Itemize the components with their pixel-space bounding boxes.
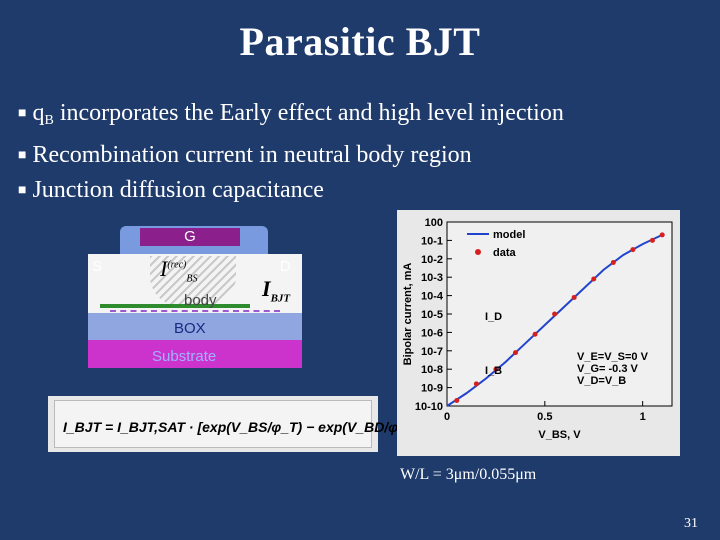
y-tick-label: 10-5 bbox=[421, 309, 443, 321]
chart-annotation: I_D bbox=[485, 311, 502, 323]
plot-area bbox=[446, 221, 673, 407]
data-point bbox=[571, 294, 577, 300]
y-tick-label: 10-2 bbox=[421, 254, 443, 266]
bullet-square-icon: ■ bbox=[18, 148, 27, 163]
y-tick-label: 10-8 bbox=[421, 364, 443, 376]
legend-data-marker bbox=[475, 249, 481, 255]
bullet-item: ■ Junction diffusion capacitance bbox=[18, 177, 324, 203]
bullet-item: ■ qB incorporates the Early effect and hi… bbox=[18, 100, 564, 128]
data-point bbox=[552, 311, 558, 317]
substrate-layer bbox=[88, 340, 302, 368]
box-label: BOX bbox=[174, 320, 206, 337]
drain-label: D bbox=[280, 258, 291, 275]
legend-model-label: model bbox=[493, 229, 525, 241]
data-point bbox=[473, 381, 479, 387]
y-tick-label: 10-1 bbox=[421, 235, 443, 247]
gate-label: G bbox=[140, 228, 240, 246]
y-tick-label: 10-4 bbox=[421, 291, 444, 303]
data-point bbox=[532, 331, 538, 337]
chart-annotation: V_D=V_B bbox=[577, 375, 626, 387]
depletion-region bbox=[150, 256, 236, 306]
data-point bbox=[649, 237, 655, 243]
y-tick-label: 10-10 bbox=[415, 401, 443, 413]
y-axis-label: Bipolar current, mA bbox=[402, 263, 414, 366]
data-point bbox=[610, 259, 616, 265]
y-tick-label: 10-3 bbox=[421, 272, 443, 284]
chart-annotation: V_G= -0.3 V bbox=[577, 363, 639, 375]
y-tick-label: 10-6 bbox=[421, 327, 443, 339]
bipolar-current-chart: 100 10-1 10-2 10-3 10-4 10-5 10-6 10-7 10-8 10-9 1… bbox=[397, 210, 680, 456]
data-point bbox=[630, 247, 636, 253]
y-tick-label: 10-9 bbox=[421, 383, 443, 395]
body-label: body bbox=[184, 292, 217, 309]
chart-svg: 100 10-1 10-2 10-3 10-4 10-5 10-6 10-7 10-8 10-9 1… bbox=[402, 217, 673, 441]
box-layer bbox=[88, 313, 302, 340]
slide-title: Parasitic BJT bbox=[239, 19, 481, 64]
x-tick-label: 0.5 bbox=[537, 411, 552, 423]
data-point bbox=[454, 397, 460, 403]
y-tick-label: 10-7 bbox=[421, 346, 443, 358]
data-point bbox=[659, 232, 665, 238]
bullet-list: ■ qB incorporates the Early effect and hi… bbox=[18, 96, 708, 208]
equation-text: I_BJT = I_BJT,SAT · [exp(V_BS/φ_T) − exp… bbox=[63, 419, 475, 435]
ibjt-arrow bbox=[110, 310, 280, 314]
data-point bbox=[512, 350, 518, 356]
legend-data-label: data bbox=[493, 247, 517, 259]
caption: W/L = 3μm/0.055μm bbox=[400, 466, 537, 483]
bullet-item: ■ Recombination current in neutral body r… bbox=[18, 142, 472, 168]
y-tick-label: 100 bbox=[425, 217, 443, 229]
ibs-arrow bbox=[100, 304, 250, 308]
chart-annotation: V_E=V_S=0 V bbox=[577, 351, 649, 363]
source-label: S bbox=[92, 258, 103, 275]
x-axis-label: V_BS, V bbox=[538, 429, 581, 441]
x-tick-label: 0 bbox=[444, 411, 450, 423]
ibs-label: I(rec)BS bbox=[160, 256, 198, 285]
substrate-label: Substrate bbox=[152, 348, 217, 365]
ibjt-equation: I_BJT = I_BJT,SAT · [exp(V_BS/φ_T) − exp… bbox=[48, 396, 474, 452]
x-tick-label: 1 bbox=[640, 411, 646, 423]
data-point bbox=[493, 366, 499, 372]
chart-annotation: I_B bbox=[485, 365, 502, 377]
page-number: 31 bbox=[684, 516, 698, 531]
device-cross-section: G S D body BOX Substrate I(rec)BS IBJT bbox=[88, 218, 302, 368]
bullet-square-icon: ■ bbox=[18, 106, 27, 121]
bullet-square-icon: ■ bbox=[18, 183, 27, 198]
ibjt-label: IBJT bbox=[262, 276, 291, 305]
data-point bbox=[591, 276, 597, 282]
